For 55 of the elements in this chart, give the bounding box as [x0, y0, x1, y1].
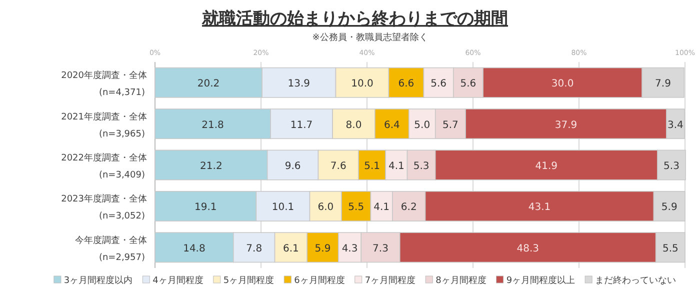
data-label: 5.9 [314, 243, 331, 254]
data-label: 4.1 [374, 202, 390, 214]
data-label: 6.1 [282, 243, 299, 254]
data-label: 14.8 [183, 243, 206, 254]
data-label: 10.0 [351, 78, 374, 90]
data-label: 5.9 [661, 202, 678, 214]
data-label: 8.0 [346, 120, 362, 131]
data-label: 5.6 [460, 78, 476, 90]
data-label: 20.2 [197, 78, 220, 90]
legend-label: まだ終わっていない [595, 275, 676, 286]
data-label: 5.5 [348, 202, 364, 214]
data-label: 7.3 [372, 243, 388, 254]
data-label: 21.2 [200, 161, 222, 172]
data-label: 7.6 [330, 161, 346, 172]
y-tick-label: 2023年度調査・全体 (n=3,052) [61, 194, 147, 222]
data-label: 11.7 [290, 120, 313, 131]
data-label: 37.9 [554, 120, 578, 131]
data-label: 21.8 [202, 120, 224, 131]
data-label: 19.1 [194, 202, 217, 214]
data-label: 5.3 [413, 161, 430, 172]
data-label: 48.3 [516, 243, 539, 254]
data-label: 13.9 [288, 78, 310, 90]
data-label: 5.7 [442, 120, 458, 131]
data-label: 5.0 [414, 120, 430, 131]
data-label: 5.1 [364, 161, 380, 172]
y-tick-label: 2020年度調査・全体 (n=4,371) [61, 70, 147, 98]
y-tick-label: 2022年度調査・全体 (n=3,409) [61, 152, 147, 180]
data-label: 10.1 [272, 202, 294, 214]
data-label: 30.0 [551, 78, 574, 90]
legend-label: 9ヶ月間程度以上 [506, 275, 576, 286]
data-label: 6.0 [318, 202, 334, 214]
data-label: 6.6 [398, 78, 414, 90]
data-label: 3.4 [668, 120, 684, 131]
y-tick-label: 2021年度調査・全体 (n=3,965) [61, 111, 147, 140]
chart-title: 就職活動の始まりから終わりまでの期間 [201, 9, 508, 29]
data-label: 5.3 [664, 161, 680, 172]
data-label: 4.1 [388, 161, 404, 172]
data-label: 4.3 [342, 243, 358, 254]
data-label: 6.4 [384, 120, 400, 131]
legend-label: 7ヶ月間程度 [364, 275, 416, 286]
legend-label: 3ヶ月間程度以内 [64, 275, 133, 286]
chart-subtitle: ※公務員・教職員志望者除く [312, 32, 428, 43]
data-label: 7.8 [246, 243, 262, 254]
legend-label: 4ヶ月間程度 [152, 275, 204, 286]
legend-label: 6ヶ月間程度 [294, 275, 345, 286]
data-label: 41.9 [535, 161, 558, 172]
data-label: 5.5 [662, 243, 678, 254]
data-label: 6.2 [400, 202, 417, 214]
data-label: 9.6 [284, 161, 301, 172]
legend-label: 5ヶ月間程度 [223, 275, 274, 286]
data-label: 7.9 [655, 78, 671, 90]
data-label: 43.1 [528, 202, 551, 214]
data-label: 5.6 [430, 78, 447, 90]
legend-label: 8ヶ月間程度 [436, 275, 486, 286]
y-tick-label: 今年度調査・全体 (n=2,957) [75, 234, 147, 263]
